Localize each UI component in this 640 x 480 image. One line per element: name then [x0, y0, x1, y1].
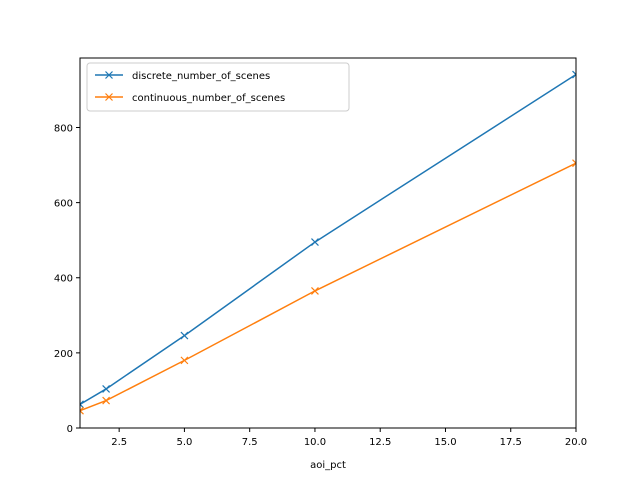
x-axis: 2.5 5.0 7.5 10.0 12.5 15.0 17.5 20.0 [111, 428, 587, 448]
data-point [102, 396, 111, 405]
data-point [180, 356, 189, 365]
marker-stroke [80, 406, 84, 412]
marker-stroke [572, 73, 576, 79]
y-axis: 0 200 400 600 800 [54, 123, 80, 435]
data-point [572, 70, 576, 79]
data-point [180, 331, 189, 340]
legend-item: continuous_number_of_scenes [95, 93, 285, 104]
marker-stroke [80, 400, 84, 406]
series-0 [80, 70, 576, 409]
marker-stroke [180, 356, 189, 365]
x-tick-label: 10.0 [304, 437, 326, 448]
x-axis-label: aoi_pct [310, 460, 346, 471]
data-point [102, 385, 111, 393]
legend-marker [105, 93, 113, 101]
x-tick-label: 5.0 [176, 437, 192, 448]
marker-stroke [102, 396, 111, 405]
series-1 [80, 159, 576, 415]
plot-frame [79, 57, 577, 429]
marker-stroke [102, 385, 111, 393]
marker-stroke [311, 238, 319, 246]
plot-area [79, 57, 577, 429]
y-tick-label: 400 [54, 274, 73, 285]
y-tick-label: 0 [67, 424, 73, 435]
legend-label: discrete_number_of_scenes [132, 71, 270, 82]
marker-stroke [311, 286, 319, 295]
legend-label: continuous_number_of_scenes [132, 93, 285, 104]
x-tick-label: 12.5 [369, 437, 391, 448]
x-tick-label: 15.0 [434, 437, 456, 448]
series-layer [80, 70, 576, 415]
data-point [572, 159, 576, 168]
legend-marker [105, 71, 113, 79]
x-tick-label: 17.5 [500, 437, 522, 448]
legend-frame [86, 62, 350, 112]
data-point [311, 286, 319, 295]
y-tick-label: 800 [54, 123, 73, 134]
y-tick-label: 600 [54, 199, 73, 210]
marker-stroke [572, 159, 576, 165]
series-line [80, 162, 576, 412]
data-point [311, 238, 319, 246]
marker-stroke [180, 331, 189, 340]
marker-stroke [572, 162, 576, 168]
legend-items: discrete_number_of_scenes continuous_numb… [95, 71, 285, 104]
marker-stroke [80, 403, 84, 409]
y-tick-label: 200 [54, 349, 73, 360]
x-tick-label: 20.0 [565, 437, 587, 448]
x-tick-label: 2.5 [111, 437, 127, 448]
legend: discrete_number_of_scenes continuous_numb… [86, 62, 350, 112]
marker-stroke [572, 70, 576, 76]
data-point [80, 406, 84, 415]
legend-item: discrete_number_of_scenes [95, 71, 270, 82]
data-point [80, 400, 84, 409]
x-tick-label: 7.5 [242, 437, 258, 448]
series-line [80, 73, 576, 405]
marker-stroke [80, 409, 84, 415]
